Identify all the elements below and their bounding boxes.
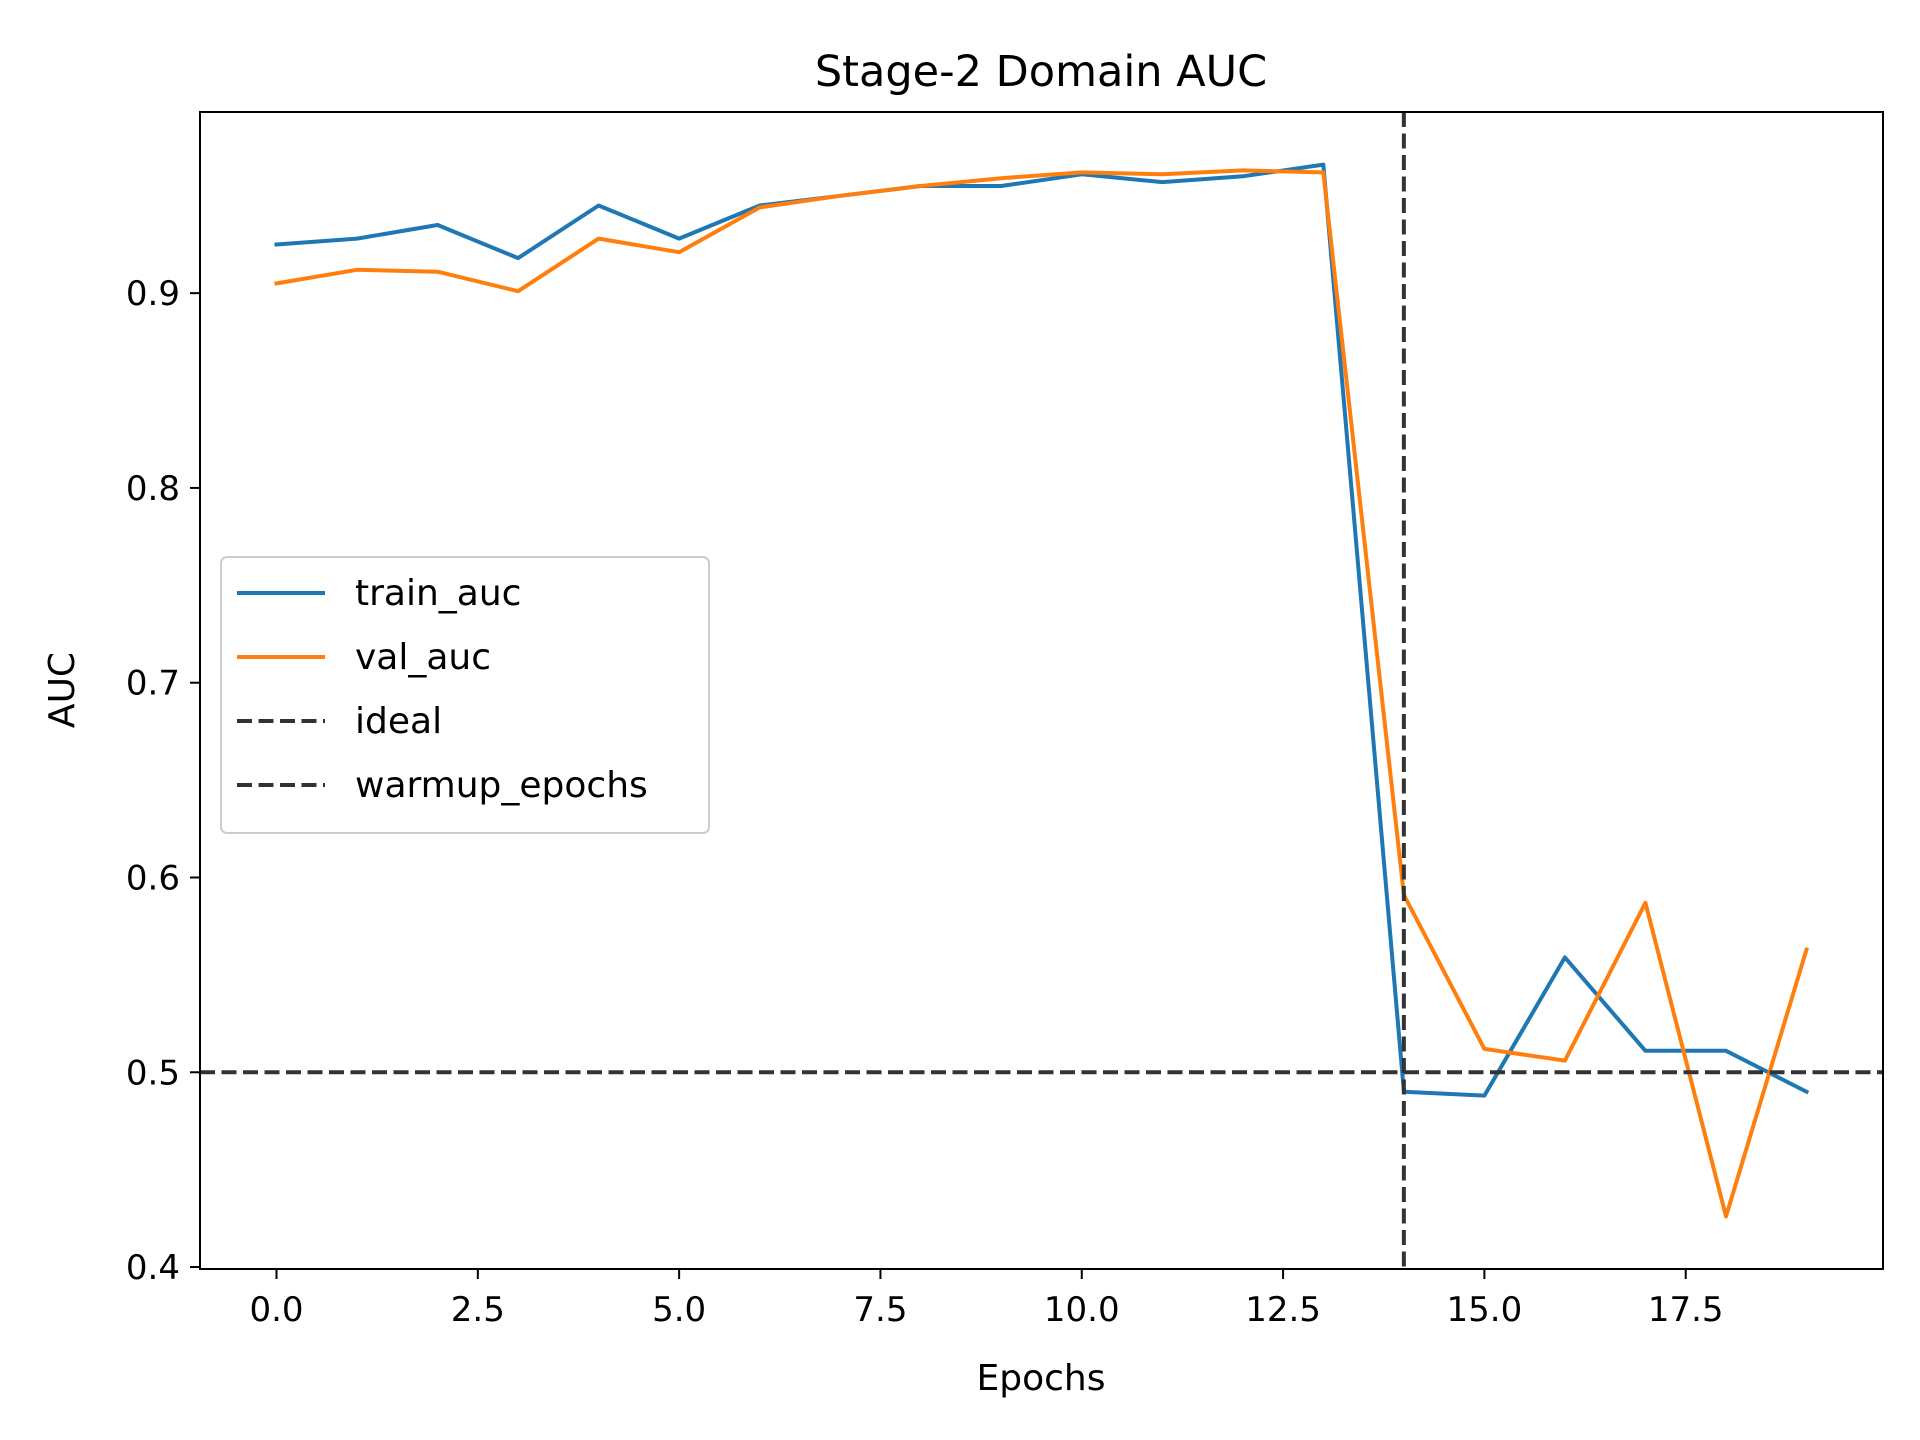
plot-area	[200, 112, 1883, 1269]
axes-frame	[199, 111, 1884, 1270]
y-axis-label: AUC	[42, 652, 83, 728]
legend-label: ideal	[355, 701, 442, 742]
legend-box	[220, 556, 710, 834]
y-tick-label: 0.8	[126, 469, 180, 509]
y-tick-label: 0.5	[126, 1053, 180, 1093]
legend-label: val_auc	[355, 637, 491, 678]
y-tick-label: 0.4	[126, 1248, 180, 1288]
y-tick-label: 0.9	[126, 274, 180, 314]
x-tick-label: 7.5	[853, 1290, 907, 1330]
legend-label: warmup_epochs	[355, 765, 648, 806]
axis-ticks: 0.0 2.5 5.0 7.5 10.0 12.5 15.0 17.5 0.4 0.5 0.6 0.7…	[126, 274, 1724, 1330]
x-tick-label: 17.5	[1648, 1290, 1724, 1330]
y-tick-label: 0.7	[126, 664, 180, 704]
series-line-train-auc	[274, 162, 1810, 1098]
chart-title: Stage-2 Domain AUC	[815, 47, 1267, 97]
x-tick-label: 5.0	[652, 1290, 706, 1330]
x-tick-label: 2.5	[451, 1290, 505, 1330]
x-tick-label: 0.0	[249, 1290, 303, 1330]
x-tick-label: 10.0	[1044, 1290, 1120, 1330]
y-tick-label: 0.6	[126, 858, 180, 898]
legend-label: train_auc	[355, 573, 521, 614]
x-tick-label: 15.0	[1447, 1290, 1523, 1330]
x-tick-label: 12.5	[1245, 1290, 1321, 1330]
x-axis-label: Epochs	[977, 1358, 1106, 1399]
series-line-val-auc	[274, 168, 1809, 1219]
